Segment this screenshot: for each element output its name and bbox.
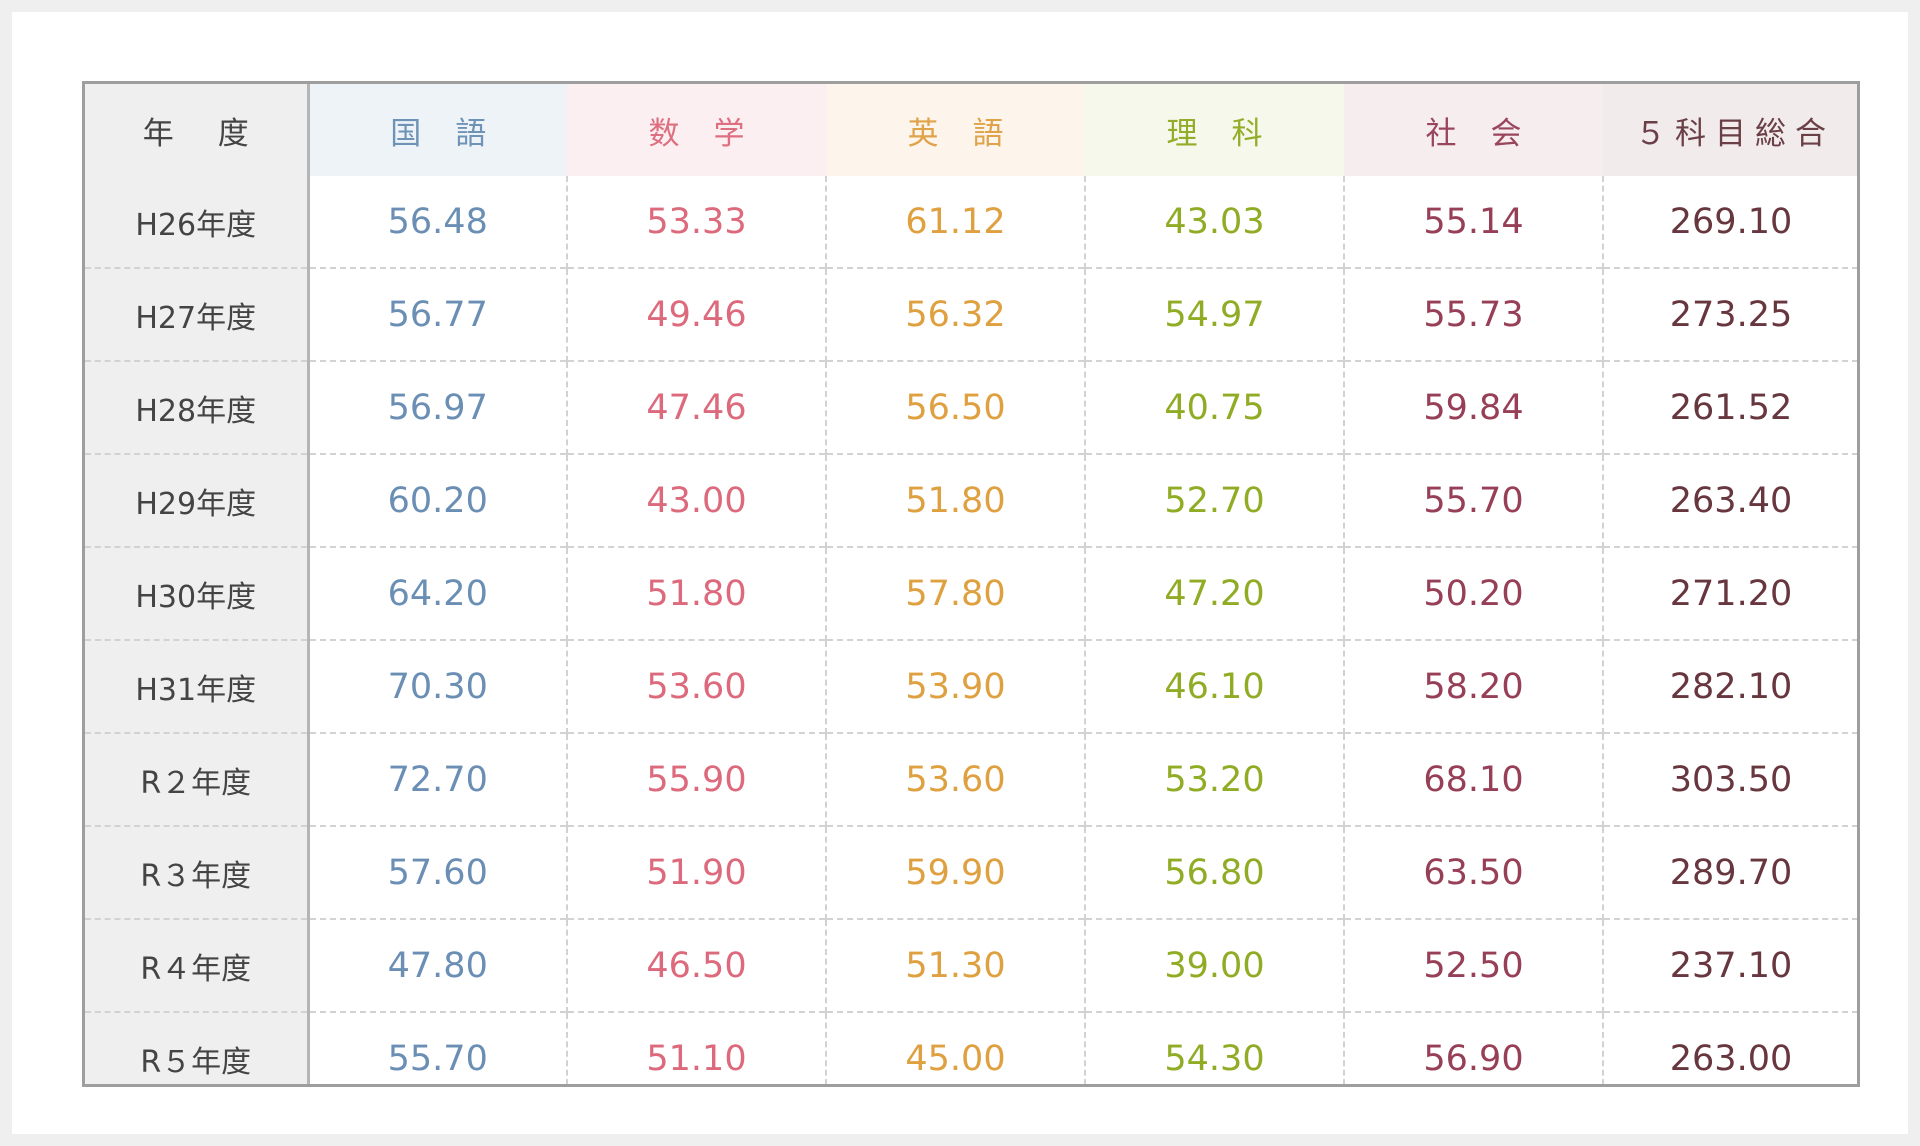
score-eigo: 51.30 bbox=[825, 918, 1085, 1012]
score-shakai: 50.20 bbox=[1343, 546, 1603, 640]
row-year: H31年度 bbox=[85, 639, 310, 733]
score-rika: 40.75 bbox=[1084, 360, 1344, 454]
score-sugaku: 51.10 bbox=[566, 1011, 826, 1084]
average-score-table: 年度 国語 数学 英語 理科 社会 ５科目総合 H26年度 56.48 53.3… bbox=[85, 84, 1857, 1084]
score-shakai: 56.90 bbox=[1343, 1011, 1603, 1084]
row-year: H26年度 bbox=[85, 176, 310, 268]
score-eigo: 56.32 bbox=[825, 267, 1085, 361]
score-rika: 39.00 bbox=[1084, 918, 1344, 1012]
row-year: R５年度 bbox=[85, 1011, 310, 1084]
score-shakai: 59.84 bbox=[1343, 360, 1603, 454]
table-row: H27年度 56.77 49.46 56.32 54.97 55.73 273.… bbox=[85, 267, 1857, 361]
table-row: H31年度 70.30 53.60 53.90 46.10 58.20 282.… bbox=[85, 639, 1857, 733]
score-rika: 46.10 bbox=[1084, 639, 1344, 733]
score-kokugo: 56.77 bbox=[308, 267, 567, 361]
score-total: 261.52 bbox=[1602, 360, 1857, 454]
row-year: R４年度 bbox=[85, 918, 310, 1012]
row-year: H27年度 bbox=[85, 267, 310, 361]
score-eigo: 59.90 bbox=[825, 825, 1085, 919]
header-kokugo: 国語 bbox=[308, 84, 567, 176]
score-kokugo: 64.20 bbox=[308, 546, 567, 640]
header-shakai: 社会 bbox=[1344, 84, 1603, 176]
score-rika: 52.70 bbox=[1084, 453, 1344, 547]
score-rika: 43.03 bbox=[1084, 176, 1344, 268]
table-row: H30年度 64.20 51.80 57.80 47.20 50.20 271.… bbox=[85, 546, 1857, 640]
row-year: H29年度 bbox=[85, 453, 310, 547]
header-eigo: 英語 bbox=[826, 84, 1085, 176]
row-year: R３年度 bbox=[85, 825, 310, 919]
score-kokugo: 60.20 bbox=[308, 453, 567, 547]
score-total: 271.20 bbox=[1602, 546, 1857, 640]
score-shakai: 58.20 bbox=[1343, 639, 1603, 733]
score-sugaku: 49.46 bbox=[566, 267, 826, 361]
score-kokugo: 55.70 bbox=[308, 1011, 567, 1084]
score-shakai: 63.50 bbox=[1343, 825, 1603, 919]
score-sugaku: 55.90 bbox=[566, 732, 826, 826]
score-sugaku: 53.60 bbox=[566, 639, 826, 733]
score-rika: 47.20 bbox=[1084, 546, 1344, 640]
score-eigo: 53.90 bbox=[825, 639, 1085, 733]
score-eigo: 61.12 bbox=[825, 176, 1085, 268]
score-eigo: 56.50 bbox=[825, 360, 1085, 454]
score-shakai: 52.50 bbox=[1343, 918, 1603, 1012]
content-card: 年度 国語 数学 英語 理科 社会 ５科目総合 H26年度 56.48 53.3… bbox=[12, 12, 1908, 1134]
score-sugaku: 51.80 bbox=[566, 546, 826, 640]
score-table-frame: 年度 国語 数学 英語 理科 社会 ５科目総合 H26年度 56.48 53.3… bbox=[82, 81, 1860, 1087]
score-eigo: 45.00 bbox=[825, 1011, 1085, 1084]
score-rika: 54.30 bbox=[1084, 1011, 1344, 1084]
header-row: 年度 国語 数学 英語 理科 社会 ５科目総合 bbox=[85, 84, 1857, 176]
score-shakai: 68.10 bbox=[1343, 732, 1603, 826]
score-kokugo: 56.97 bbox=[308, 360, 567, 454]
score-total: 282.10 bbox=[1602, 639, 1857, 733]
score-sugaku: 43.00 bbox=[566, 453, 826, 547]
header-rika: 理科 bbox=[1085, 84, 1344, 176]
table-row: H26年度 56.48 53.33 61.12 43.03 55.14 269.… bbox=[85, 176, 1857, 268]
score-rika: 56.80 bbox=[1084, 825, 1344, 919]
score-sugaku: 47.46 bbox=[566, 360, 826, 454]
table-row: R２年度 72.70 55.90 53.60 53.20 68.10 303.5… bbox=[85, 732, 1857, 826]
score-rika: 54.97 bbox=[1084, 267, 1344, 361]
table-row: R３年度 57.60 51.90 59.90 56.80 63.50 289.7… bbox=[85, 825, 1857, 919]
score-total: 273.25 bbox=[1602, 267, 1857, 361]
table-row: R５年度 55.70 51.10 45.00 54.30 56.90 263.0… bbox=[85, 1011, 1857, 1084]
score-shakai: 55.70 bbox=[1343, 453, 1603, 547]
row-year: H28年度 bbox=[85, 360, 310, 454]
score-eigo: 53.60 bbox=[825, 732, 1085, 826]
score-kokugo: 72.70 bbox=[308, 732, 567, 826]
score-eigo: 51.80 bbox=[825, 453, 1085, 547]
header-sugaku: 数学 bbox=[567, 84, 826, 176]
row-year: R２年度 bbox=[85, 732, 310, 826]
score-kokugo: 57.60 bbox=[308, 825, 567, 919]
score-sugaku: 46.50 bbox=[566, 918, 826, 1012]
score-total: 263.00 bbox=[1602, 1011, 1857, 1084]
table-row: R４年度 47.80 46.50 51.30 39.00 52.50 237.1… bbox=[85, 918, 1857, 1012]
score-shakai: 55.73 bbox=[1343, 267, 1603, 361]
header-year: 年度 bbox=[85, 84, 310, 176]
header-total: ５科目総合 bbox=[1603, 84, 1857, 176]
table-row: H29年度 60.20 43.00 51.80 52.70 55.70 263.… bbox=[85, 453, 1857, 547]
score-total: 269.10 bbox=[1602, 176, 1857, 268]
score-total: 237.10 bbox=[1602, 918, 1857, 1012]
row-year: H30年度 bbox=[85, 546, 310, 640]
score-rika: 53.20 bbox=[1084, 732, 1344, 826]
score-kokugo: 70.30 bbox=[308, 639, 567, 733]
score-shakai: 55.14 bbox=[1343, 176, 1603, 268]
score-total: 303.50 bbox=[1602, 732, 1857, 826]
score-sugaku: 53.33 bbox=[566, 176, 826, 268]
score-sugaku: 51.90 bbox=[566, 825, 826, 919]
score-total: 263.40 bbox=[1602, 453, 1857, 547]
table-row: H28年度 56.97 47.46 56.50 40.75 59.84 261.… bbox=[85, 360, 1857, 454]
score-kokugo: 56.48 bbox=[387, 201, 488, 242]
score-total: 289.70 bbox=[1602, 825, 1857, 919]
score-kokugo: 47.80 bbox=[308, 918, 567, 1012]
score-eigo: 57.80 bbox=[825, 546, 1085, 640]
